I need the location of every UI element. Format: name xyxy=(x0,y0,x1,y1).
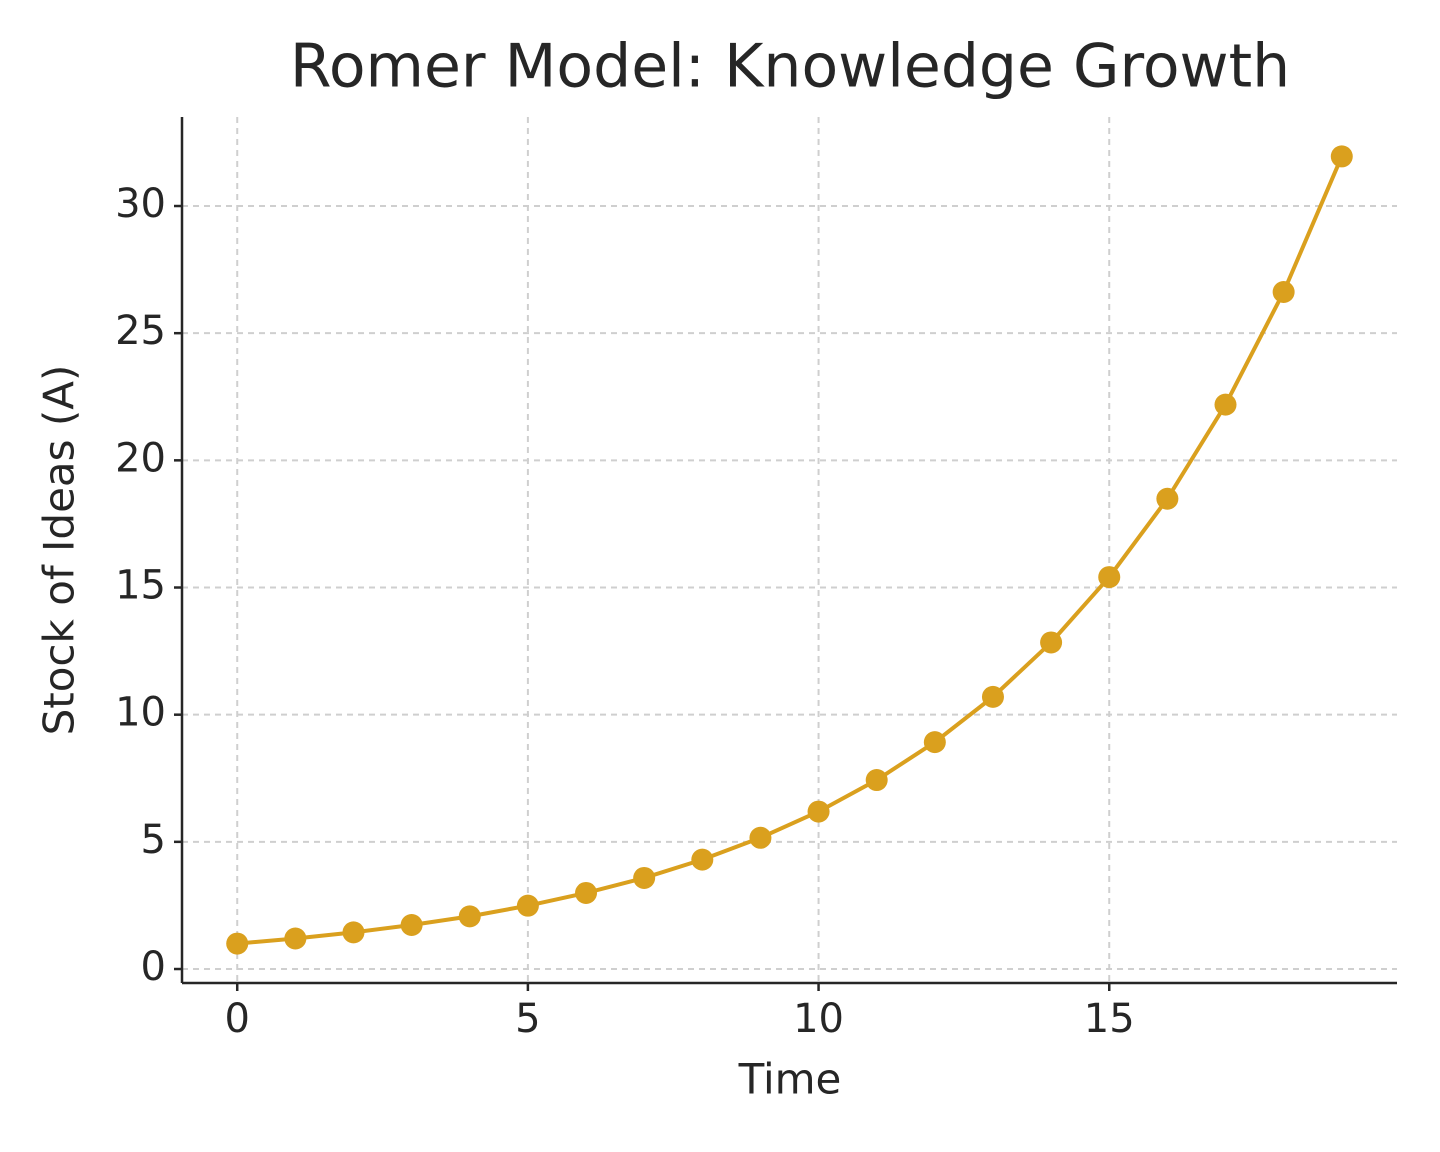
y-axis-label: Stock of Ideas (A) xyxy=(35,365,84,736)
data-point xyxy=(516,894,539,917)
data-point xyxy=(1040,631,1063,654)
series-line xyxy=(237,155,1344,946)
data-point xyxy=(342,921,365,944)
chart-title: Romer Model: Knowledge Growth xyxy=(290,32,1290,102)
data-point xyxy=(226,932,249,955)
data-point xyxy=(923,731,946,754)
x-tick-label: 5 xyxy=(515,996,540,1042)
y-tick-label: 5 xyxy=(141,817,166,863)
data-point xyxy=(1156,487,1179,510)
x-tick-label: 10 xyxy=(793,996,844,1042)
data-point xyxy=(981,685,1004,708)
data-point xyxy=(458,905,481,928)
data-point xyxy=(575,881,598,904)
x-tick-label: 0 xyxy=(225,996,250,1042)
x-tick-label: 15 xyxy=(1084,996,1135,1042)
data-point xyxy=(1272,280,1295,303)
data-point xyxy=(807,800,830,823)
data-point xyxy=(633,866,656,889)
data-point xyxy=(865,769,888,792)
data-point xyxy=(284,927,307,950)
data-point xyxy=(1214,393,1237,416)
y-tick-label: 15 xyxy=(115,563,166,609)
data-point xyxy=(691,848,714,871)
data-point xyxy=(1098,566,1121,589)
data-point xyxy=(1330,145,1353,168)
y-tick-label: 0 xyxy=(141,944,166,990)
y-tick-label: 10 xyxy=(115,690,166,736)
x-axis-label: Time xyxy=(738,1055,842,1104)
data-point xyxy=(400,914,423,937)
y-tick-label: 20 xyxy=(115,435,166,481)
y-tick-label: 30 xyxy=(115,181,166,227)
y-tick-label: 25 xyxy=(115,308,166,354)
data-point xyxy=(749,826,772,849)
